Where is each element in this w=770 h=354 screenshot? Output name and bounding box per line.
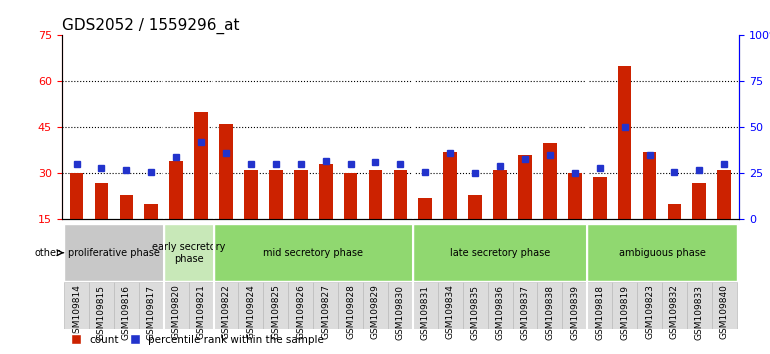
Text: GSM109826: GSM109826 bbox=[296, 285, 305, 339]
Bar bbox=[692, 183, 706, 219]
Bar bbox=[145, 204, 158, 219]
Bar bbox=[393, 170, 407, 219]
Text: mid secretory phase: mid secretory phase bbox=[263, 248, 363, 258]
Bar bbox=[718, 170, 731, 219]
FancyBboxPatch shape bbox=[588, 224, 737, 281]
FancyBboxPatch shape bbox=[687, 282, 711, 329]
Text: GSM109821: GSM109821 bbox=[196, 285, 206, 339]
Bar bbox=[294, 170, 307, 219]
FancyBboxPatch shape bbox=[637, 282, 662, 329]
Text: ambiguous phase: ambiguous phase bbox=[618, 248, 705, 258]
FancyBboxPatch shape bbox=[89, 282, 114, 329]
Bar bbox=[269, 170, 283, 219]
Text: GSM109836: GSM109836 bbox=[496, 285, 504, 339]
Bar bbox=[95, 183, 109, 219]
Bar bbox=[543, 143, 557, 219]
Text: GSM109827: GSM109827 bbox=[321, 285, 330, 339]
FancyBboxPatch shape bbox=[114, 282, 139, 329]
FancyBboxPatch shape bbox=[463, 282, 487, 329]
FancyBboxPatch shape bbox=[263, 282, 288, 329]
Text: GSM109838: GSM109838 bbox=[545, 285, 554, 339]
Bar bbox=[369, 170, 383, 219]
Text: GSM109832: GSM109832 bbox=[670, 285, 679, 339]
Bar bbox=[494, 170, 507, 219]
Bar bbox=[418, 198, 432, 219]
FancyBboxPatch shape bbox=[711, 282, 737, 329]
Bar bbox=[319, 164, 333, 219]
FancyBboxPatch shape bbox=[213, 224, 413, 281]
FancyBboxPatch shape bbox=[288, 282, 313, 329]
FancyBboxPatch shape bbox=[363, 282, 388, 329]
Text: GSM109823: GSM109823 bbox=[645, 285, 654, 339]
Bar bbox=[593, 177, 607, 219]
Bar bbox=[568, 173, 581, 219]
FancyBboxPatch shape bbox=[388, 282, 413, 329]
FancyBboxPatch shape bbox=[239, 282, 263, 329]
FancyBboxPatch shape bbox=[338, 282, 363, 329]
FancyBboxPatch shape bbox=[413, 282, 438, 329]
Bar bbox=[70, 173, 83, 219]
Text: GSM109829: GSM109829 bbox=[371, 285, 380, 339]
FancyBboxPatch shape bbox=[562, 282, 588, 329]
Text: GSM109831: GSM109831 bbox=[421, 285, 430, 339]
Text: GSM109839: GSM109839 bbox=[571, 285, 579, 339]
Bar bbox=[618, 66, 631, 219]
FancyBboxPatch shape bbox=[537, 282, 562, 329]
Bar bbox=[643, 152, 656, 219]
Text: GSM109835: GSM109835 bbox=[470, 285, 480, 339]
FancyBboxPatch shape bbox=[139, 282, 164, 329]
Text: GSM109820: GSM109820 bbox=[172, 285, 181, 339]
FancyBboxPatch shape bbox=[213, 282, 239, 329]
Bar bbox=[119, 195, 133, 219]
Legend: count, percentile rank within the sample: count, percentile rank within the sample bbox=[67, 330, 329, 349]
Text: early secretory
phase: early secretory phase bbox=[152, 242, 226, 264]
Text: GSM109815: GSM109815 bbox=[97, 285, 106, 339]
Bar bbox=[194, 112, 208, 219]
Bar bbox=[343, 173, 357, 219]
Text: GSM109840: GSM109840 bbox=[720, 285, 728, 339]
Text: GDS2052 / 1559296_at: GDS2052 / 1559296_at bbox=[62, 18, 239, 34]
FancyBboxPatch shape bbox=[64, 282, 89, 329]
FancyBboxPatch shape bbox=[612, 282, 637, 329]
FancyBboxPatch shape bbox=[164, 224, 213, 281]
FancyBboxPatch shape bbox=[413, 224, 588, 281]
Text: GSM109822: GSM109822 bbox=[222, 285, 230, 339]
FancyBboxPatch shape bbox=[189, 282, 213, 329]
FancyBboxPatch shape bbox=[64, 224, 164, 281]
FancyBboxPatch shape bbox=[588, 282, 612, 329]
Bar bbox=[219, 124, 233, 219]
Text: late secretory phase: late secretory phase bbox=[450, 248, 551, 258]
Bar bbox=[468, 195, 482, 219]
FancyBboxPatch shape bbox=[487, 282, 513, 329]
Bar bbox=[444, 152, 457, 219]
Text: GSM109825: GSM109825 bbox=[271, 285, 280, 339]
Text: GSM109833: GSM109833 bbox=[695, 285, 704, 339]
Bar bbox=[518, 155, 532, 219]
Text: GSM109834: GSM109834 bbox=[446, 285, 455, 339]
Text: GSM109830: GSM109830 bbox=[396, 285, 405, 339]
Text: GSM109824: GSM109824 bbox=[246, 285, 256, 339]
Text: GSM109828: GSM109828 bbox=[346, 285, 355, 339]
Bar bbox=[244, 170, 258, 219]
FancyBboxPatch shape bbox=[313, 282, 338, 329]
Bar bbox=[668, 204, 681, 219]
FancyBboxPatch shape bbox=[164, 282, 189, 329]
FancyBboxPatch shape bbox=[662, 282, 687, 329]
Text: GSM109817: GSM109817 bbox=[147, 285, 156, 339]
FancyBboxPatch shape bbox=[438, 282, 463, 329]
Text: GSM109837: GSM109837 bbox=[521, 285, 530, 339]
Text: other: other bbox=[35, 248, 60, 258]
Text: proliferative phase: proliferative phase bbox=[68, 248, 160, 258]
Bar bbox=[169, 161, 183, 219]
Text: GSM109814: GSM109814 bbox=[72, 285, 81, 339]
Text: GSM109818: GSM109818 bbox=[595, 285, 604, 339]
FancyBboxPatch shape bbox=[513, 282, 537, 329]
Text: GSM109816: GSM109816 bbox=[122, 285, 131, 339]
Text: GSM109819: GSM109819 bbox=[620, 285, 629, 339]
